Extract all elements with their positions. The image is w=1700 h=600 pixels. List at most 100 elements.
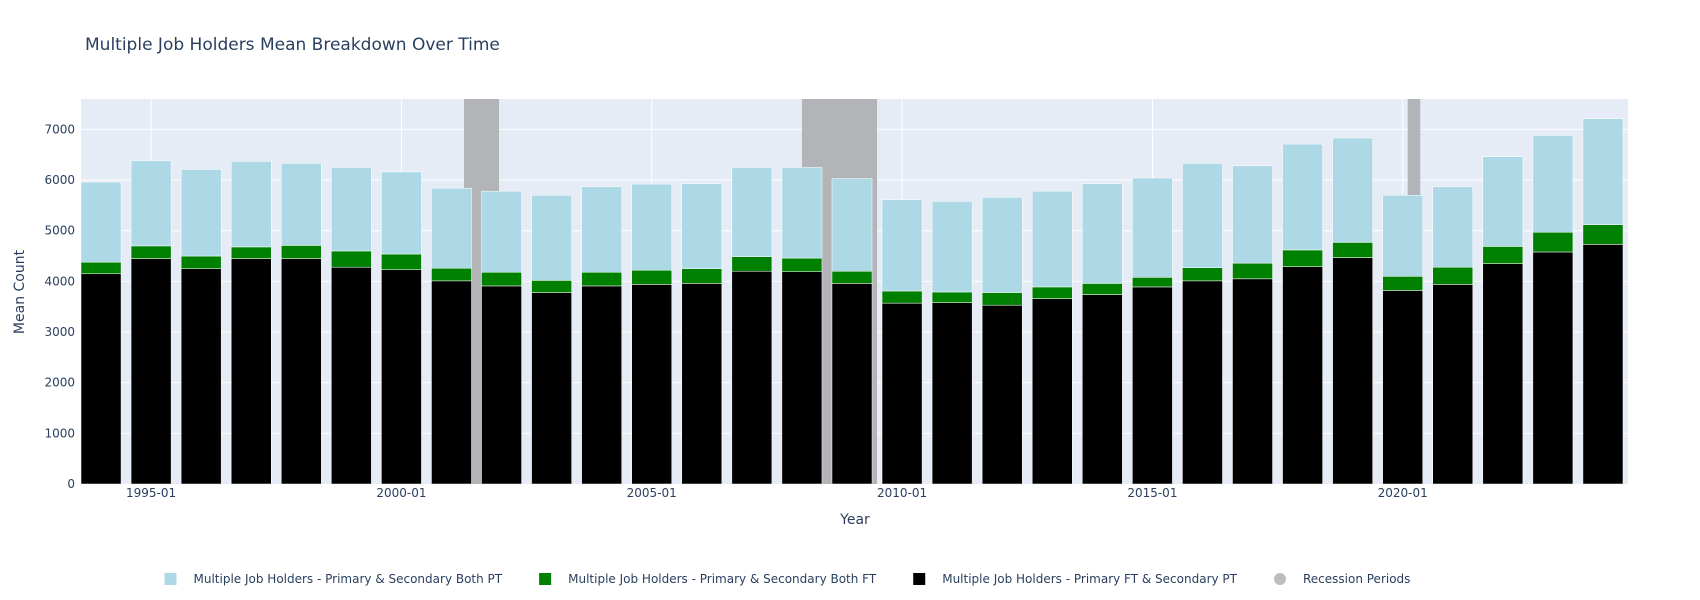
bar-segment xyxy=(1232,278,1273,485)
legend-label: Multiple Job Holders - Primary & Seconda… xyxy=(568,572,877,586)
bar-segment xyxy=(931,201,973,293)
legend-label: Recession Periods xyxy=(1303,572,1410,586)
bar-segment xyxy=(1482,263,1524,485)
bar-segment xyxy=(381,253,422,270)
bar-segment xyxy=(230,258,272,485)
bar-segment xyxy=(1532,231,1574,253)
bar-segment xyxy=(1282,249,1323,267)
bar-segment xyxy=(931,302,973,485)
bar-segment xyxy=(1332,242,1373,258)
bar-segment xyxy=(481,285,522,485)
bar-segment xyxy=(731,270,773,485)
bar-segment xyxy=(781,271,823,485)
bar-segment xyxy=(1031,298,1073,485)
legend-item[interactable]: Multiple Job Holders - Primary & Seconda… xyxy=(539,572,877,586)
legend-swatch xyxy=(913,573,926,585)
legend-item[interactable]: Multiple Job Holders - Primary & Seconda… xyxy=(164,572,503,586)
bar-segment xyxy=(531,292,572,485)
bar-segment xyxy=(331,266,372,485)
bar-segment xyxy=(1482,156,1524,247)
bar-segment xyxy=(1382,276,1423,291)
bar-segment xyxy=(1182,163,1223,268)
bar-segment xyxy=(1532,251,1574,485)
bar-segment xyxy=(230,246,272,259)
y-tick-label: 0 xyxy=(67,477,75,491)
x-tick-label: 2020-01 xyxy=(1378,486,1428,500)
y-tick-label: 5000 xyxy=(44,224,75,238)
bar-segment xyxy=(281,245,322,259)
legend-swatch xyxy=(164,573,177,585)
bar-segment xyxy=(931,291,973,303)
bar-segment xyxy=(781,167,823,259)
y-axis-ticks: 0 1000 2000 3000 4000 5000 6000 7000 xyxy=(44,122,75,491)
bar-segment xyxy=(431,187,472,269)
bar-segment xyxy=(130,245,172,259)
legend-label: Multiple Job Holders - Primary & Seconda… xyxy=(194,572,503,586)
bar-segment xyxy=(631,284,673,485)
bar-segment xyxy=(1282,143,1323,251)
chart-title: Multiple Job Holders Mean Breakdown Over… xyxy=(85,35,500,55)
bar-segment xyxy=(681,183,723,269)
bar-segment xyxy=(180,268,222,485)
bar-segment xyxy=(1082,294,1123,485)
y-tick-label: 6000 xyxy=(44,173,75,187)
bar-segment xyxy=(981,197,1023,293)
legend-label: Multiple Job Holders - Primary FT & Seco… xyxy=(942,572,1237,586)
bar-segment xyxy=(1082,183,1123,284)
x-axis-ticks: 1995-01 2000-01 2005-01 2010-01 2015-01 2020-… xyxy=(126,486,1428,500)
bar-segment xyxy=(881,302,923,485)
bar-segment xyxy=(1031,190,1073,288)
bar-segment xyxy=(1031,286,1073,299)
y-axis-title: Mean Count xyxy=(12,249,28,334)
bar-segment xyxy=(1432,266,1474,285)
bar-segment xyxy=(581,285,622,485)
bar-segment xyxy=(1182,280,1223,485)
x-tick-label: 1995-01 xyxy=(126,486,176,500)
bar-segment xyxy=(431,280,472,485)
bar-segment xyxy=(1132,277,1173,288)
bar-segment xyxy=(130,258,172,485)
bar-segment xyxy=(1582,118,1624,225)
x-tick-label: 2005-01 xyxy=(627,486,677,500)
bar-segment xyxy=(431,267,472,282)
bar-segment xyxy=(631,269,673,285)
legend-item[interactable]: Multiple Job Holders - Primary FT & Seco… xyxy=(913,572,1238,586)
y-tick-label: 3000 xyxy=(44,325,75,339)
bar-segment xyxy=(80,273,122,485)
bar-segment xyxy=(1582,224,1624,245)
bar-segment xyxy=(331,167,372,252)
bar-segment xyxy=(331,250,372,268)
bar-segment xyxy=(481,190,522,273)
legend-item[interactable]: Recession Periods xyxy=(1273,572,1410,586)
bar-segment xyxy=(831,283,873,485)
bar-segment xyxy=(281,163,322,246)
bar-segment xyxy=(531,195,572,281)
y-tick-label: 7000 xyxy=(44,122,75,136)
bar-segment xyxy=(881,199,923,292)
legend-swatch xyxy=(539,573,552,585)
bar-segment xyxy=(981,292,1023,306)
bar-segment xyxy=(1382,290,1423,485)
bar-segment xyxy=(631,183,673,271)
bar-segment xyxy=(781,257,823,272)
bar-segment xyxy=(1132,286,1173,485)
y-tick-label: 1000 xyxy=(44,426,75,440)
bar-segment xyxy=(1332,137,1373,243)
x-tick-label: 2000-01 xyxy=(376,486,426,500)
bar-segment xyxy=(80,181,122,263)
y-tick-label: 2000 xyxy=(44,376,75,390)
bar-segment xyxy=(1482,246,1524,264)
bar-segment xyxy=(130,160,172,247)
bar-segment xyxy=(681,283,723,485)
x-axis-title: Year xyxy=(839,512,870,528)
bar-segment xyxy=(1432,284,1474,485)
bar-segment xyxy=(1382,195,1423,277)
bar-segment xyxy=(381,171,422,255)
bar-segment xyxy=(1582,244,1624,485)
bar-segment xyxy=(581,186,622,273)
bar-segment xyxy=(381,269,422,485)
bar-segment xyxy=(581,272,622,287)
bar-segment xyxy=(681,268,723,284)
bar-segment xyxy=(1132,177,1173,278)
